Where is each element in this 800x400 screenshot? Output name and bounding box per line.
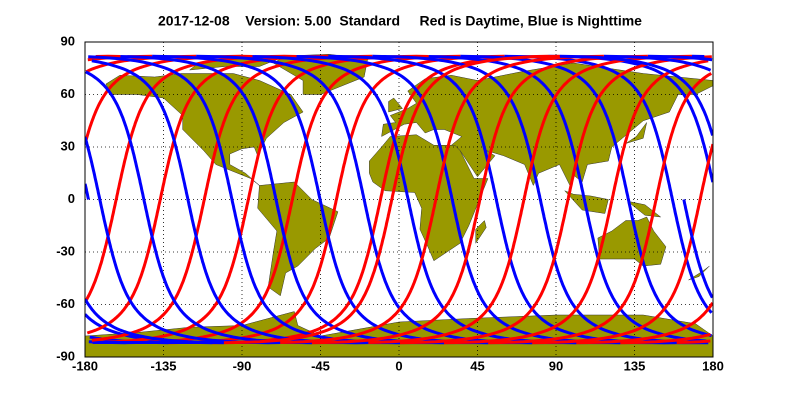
ground-track <box>91 59 369 345</box>
x-tick-label: 0 <box>395 358 402 373</box>
y-tick-label: 60 <box>61 86 75 101</box>
x-tick-label: 90 <box>549 358 563 373</box>
track-layer <box>85 54 713 345</box>
ground-track <box>603 54 712 72</box>
land <box>564 190 609 214</box>
ground-track <box>311 54 648 345</box>
ground-track <box>488 72 713 345</box>
ground-track <box>196 54 533 345</box>
ground-track <box>91 54 373 342</box>
ground-track <box>559 54 713 136</box>
ground-track <box>85 183 90 200</box>
ground-track <box>576 301 713 345</box>
ground-track <box>85 70 312 345</box>
y-tick-label: -30 <box>56 243 75 258</box>
x-tick-label: 180 <box>702 358 724 373</box>
ground-track <box>368 54 693 344</box>
ground-track <box>428 55 707 343</box>
y-tick-label: 30 <box>61 138 75 153</box>
ground-track <box>85 298 224 345</box>
x-tick-label: -135 <box>150 358 176 373</box>
land <box>475 220 487 245</box>
ground-track <box>168 54 505 345</box>
ground-track <box>460 54 712 338</box>
x-tick-label: -45 <box>311 358 330 373</box>
ground-track <box>548 54 713 183</box>
ground-track <box>85 54 297 302</box>
land <box>625 122 647 144</box>
y-tick-label: -60 <box>56 296 75 311</box>
ground-track <box>223 54 560 345</box>
ground-track <box>620 332 711 345</box>
chart-title: 2017-12-08 Version: 5.00 Standard Red is… <box>158 13 642 29</box>
land <box>688 265 710 281</box>
ground-track <box>92 54 709 345</box>
x-tick-label: -180 <box>72 358 98 373</box>
land <box>388 97 403 113</box>
ground-track <box>85 136 281 345</box>
y-tick-label: -90 <box>56 348 75 363</box>
ground-track <box>152 54 489 345</box>
ground-track <box>443 59 709 345</box>
ground-track <box>280 54 604 344</box>
y-tick-label: 90 <box>61 33 75 48</box>
ground-track <box>682 199 713 299</box>
x-tick-label: -90 <box>233 358 252 373</box>
ground-track <box>120 55 445 345</box>
ground-track <box>328 54 677 345</box>
plot-frame <box>84 41 714 358</box>
ground-track <box>212 54 549 345</box>
ground-track <box>88 55 401 345</box>
land <box>105 73 304 186</box>
ground-track <box>532 143 713 345</box>
y-tick-label: 0 <box>68 191 75 206</box>
ground-track <box>86 54 329 335</box>
ground-track <box>647 54 713 62</box>
ground-track <box>504 54 713 314</box>
ground-track <box>676 339 711 344</box>
x-tick-label: 135 <box>624 358 646 373</box>
land <box>257 181 339 297</box>
ground-track <box>399 55 712 345</box>
ground-track <box>252 55 577 345</box>
ground-track <box>85 54 253 143</box>
x-tick-label: 45 <box>470 358 484 373</box>
